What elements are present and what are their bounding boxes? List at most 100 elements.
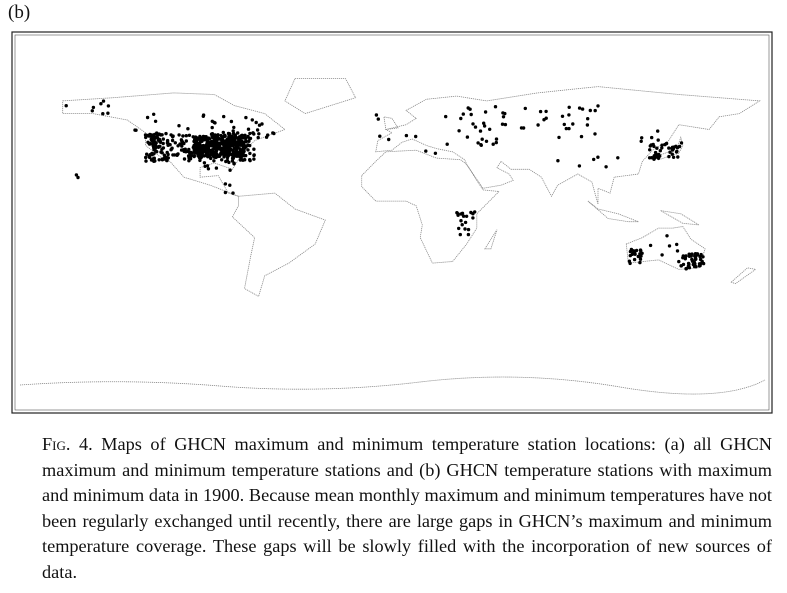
station-dot — [166, 152, 170, 157]
station-dot — [560, 114, 565, 119]
station-dot — [701, 255, 705, 259]
station-dot — [636, 254, 640, 259]
station-dot — [239, 134, 244, 139]
station-dot — [200, 139, 204, 143]
station-dot — [212, 120, 216, 125]
station-dot — [639, 139, 643, 143]
station-dot — [198, 158, 202, 163]
station-dot — [214, 166, 219, 170]
station-dot — [210, 132, 215, 136]
station-dot — [240, 154, 244, 158]
station-dot — [99, 102, 103, 106]
caption-label: Fig. 4. — [42, 434, 93, 454]
station-dot — [215, 147, 219, 151]
station-dot — [503, 122, 508, 127]
station-dot — [222, 114, 226, 119]
station-dot — [151, 142, 155, 146]
station-dot — [493, 105, 498, 109]
station-dot — [222, 143, 226, 148]
station-dot — [233, 135, 238, 139]
station-dot — [244, 115, 248, 120]
station-dot — [697, 264, 702, 268]
station-dot — [684, 254, 688, 258]
station-dot — [192, 139, 196, 144]
station-dot — [660, 143, 664, 147]
station-dot — [562, 122, 566, 127]
station-dot — [458, 232, 462, 237]
station-dot — [231, 141, 235, 145]
station-dot — [209, 150, 213, 154]
station-dot — [224, 140, 228, 144]
station-dot — [133, 128, 137, 132]
station-dot — [257, 132, 261, 136]
station-dot — [197, 150, 201, 154]
station-dot — [242, 149, 246, 153]
station-dot — [523, 106, 527, 111]
station-dot — [250, 118, 254, 122]
station-dot — [247, 139, 251, 143]
station-dot — [157, 158, 161, 162]
station-dot — [173, 141, 177, 145]
station-dot — [488, 127, 492, 131]
station-dot — [202, 161, 207, 165]
station-dot — [700, 259, 704, 264]
station-dot — [159, 133, 163, 137]
station-dot — [177, 124, 181, 128]
station-dot — [162, 153, 167, 157]
station-dot — [152, 112, 156, 117]
station-dot — [165, 158, 169, 163]
station-dot — [592, 157, 596, 162]
station-dot — [567, 126, 571, 131]
station-dot — [220, 158, 224, 162]
station-dot — [691, 262, 695, 267]
station-dot — [203, 147, 207, 151]
station-dot — [252, 153, 256, 158]
station-dot — [217, 154, 221, 158]
station-dot — [604, 165, 608, 169]
station-dot — [632, 257, 637, 262]
station-dot — [101, 99, 106, 103]
station-dot — [76, 175, 80, 180]
station-dot — [201, 114, 205, 119]
coastline — [375, 86, 761, 205]
antarctica-coast — [19, 376, 766, 395]
station-dot — [501, 115, 506, 119]
station-dot — [629, 247, 634, 252]
station-dot — [187, 156, 191, 160]
station-dot — [152, 135, 156, 139]
station-dot — [585, 123, 590, 127]
station-dot — [146, 134, 151, 138]
station-dot — [159, 150, 163, 154]
station-dot — [182, 149, 186, 154]
station-dot — [469, 112, 473, 117]
station-dot — [460, 223, 464, 227]
station-dot — [459, 116, 463, 121]
station-dot — [243, 133, 247, 137]
station-dot — [469, 210, 473, 215]
station-dot — [160, 158, 165, 162]
station-dot — [484, 139, 489, 143]
station-dot — [677, 259, 681, 264]
station-dot — [222, 154, 227, 158]
station-dot — [257, 123, 262, 127]
station-dot — [501, 111, 505, 115]
station-dot — [466, 232, 471, 237]
station-dot — [231, 131, 236, 136]
station-dot — [586, 117, 590, 121]
station-dot — [246, 148, 250, 152]
station-dot — [204, 144, 208, 148]
station-dot — [457, 226, 461, 231]
station-dot — [479, 143, 483, 147]
station-dot — [638, 260, 642, 265]
coastline — [587, 200, 639, 223]
station-dot — [145, 115, 150, 120]
station-dot — [220, 140, 225, 144]
coastline — [284, 78, 357, 115]
station-dot — [214, 139, 219, 143]
map-frame — [11, 31, 773, 414]
station-dot — [226, 147, 230, 152]
station-dot — [588, 108, 592, 113]
coastlines — [19, 78, 766, 395]
station-dot — [653, 150, 658, 155]
station-dot — [577, 164, 582, 168]
